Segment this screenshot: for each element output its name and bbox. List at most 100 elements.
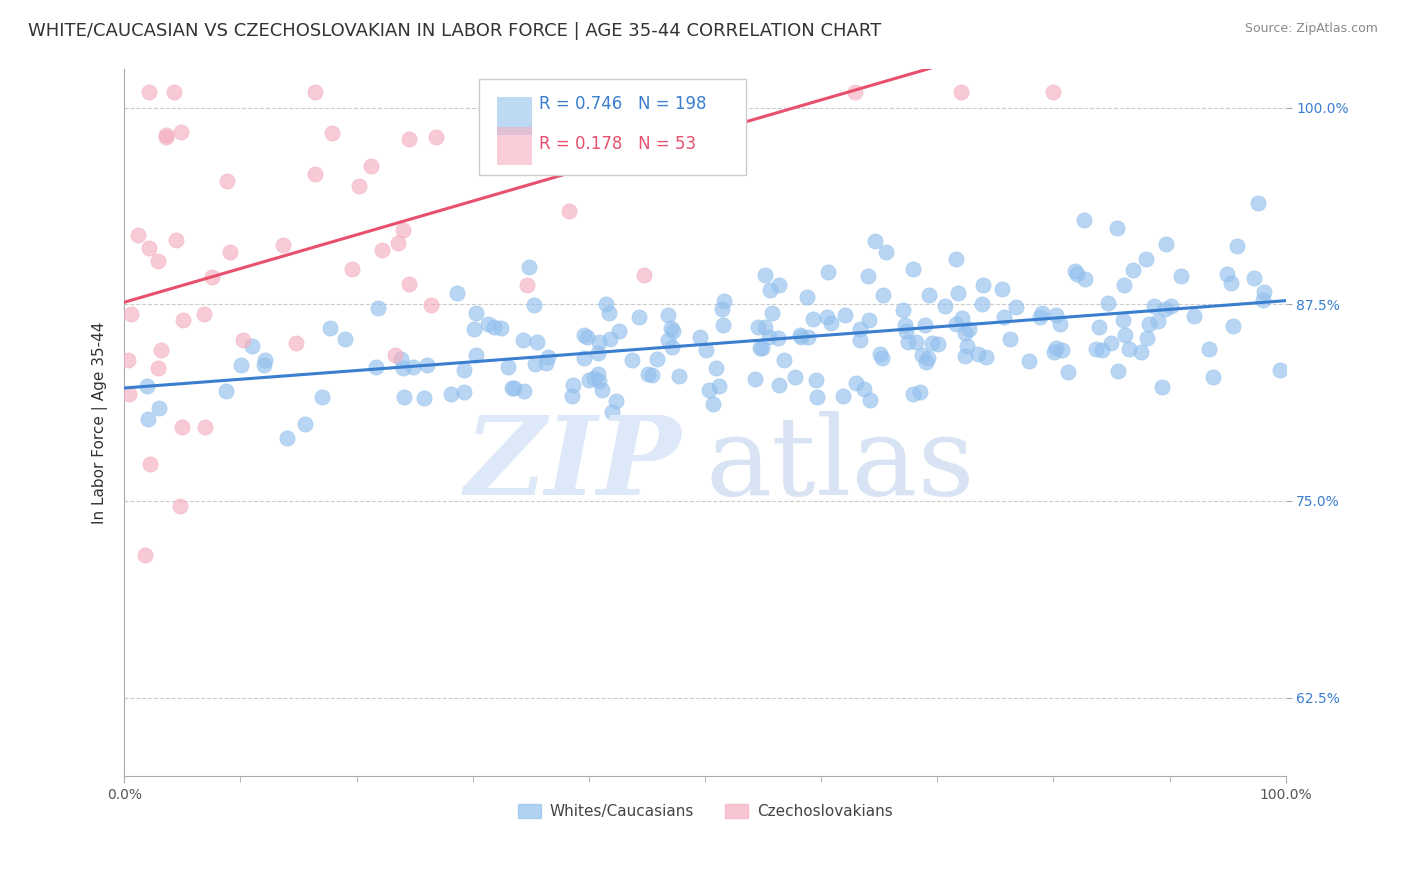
Point — [340, 261, 363, 276]
Point — [304, 85, 326, 99]
Point — [149, 343, 172, 357]
Point — [172, 313, 194, 327]
Point — [1107, 364, 1129, 378]
Point — [1156, 236, 1178, 251]
Point — [523, 357, 546, 371]
Point — [773, 353, 796, 368]
Point — [796, 330, 818, 344]
Point — [1057, 365, 1080, 379]
Point — [477, 317, 499, 331]
Point — [834, 309, 856, 323]
Point — [1201, 370, 1223, 384]
Point — [768, 377, 790, 392]
Point — [845, 376, 868, 391]
Point — [607, 324, 630, 338]
Point — [1215, 267, 1237, 281]
Point — [711, 318, 734, 333]
Point — [852, 382, 875, 396]
Point — [1143, 299, 1166, 313]
Point — [1028, 310, 1050, 325]
Point — [806, 390, 828, 404]
Point — [578, 373, 600, 387]
Point — [768, 277, 790, 292]
Point — [425, 130, 447, 145]
Point — [465, 306, 488, 320]
Point — [389, 352, 412, 367]
Point — [276, 431, 298, 445]
Point — [1222, 319, 1244, 334]
Point — [170, 125, 193, 139]
Point — [1073, 213, 1095, 227]
Point — [398, 277, 420, 292]
Point — [707, 378, 730, 392]
Point — [869, 347, 891, 361]
Point — [284, 336, 307, 351]
Point — [139, 458, 162, 472]
Point — [562, 377, 585, 392]
Point — [370, 243, 392, 257]
Point — [575, 330, 598, 344]
Point — [896, 325, 918, 339]
Point — [695, 343, 717, 358]
Point — [598, 306, 620, 320]
Point — [759, 284, 782, 298]
Point — [498, 359, 520, 374]
Point — [1135, 252, 1157, 266]
Point — [950, 310, 973, 325]
Point — [1049, 318, 1071, 332]
Point — [134, 548, 156, 562]
Point — [875, 244, 897, 259]
Text: atlas: atlas — [704, 411, 974, 518]
Point — [1064, 264, 1087, 278]
Point — [513, 384, 536, 398]
Point — [872, 287, 894, 301]
Point — [637, 368, 659, 382]
Point — [620, 353, 643, 368]
Point — [754, 268, 776, 283]
Point — [1066, 267, 1088, 281]
Point — [754, 320, 776, 334]
Point — [138, 241, 160, 255]
Point — [1170, 268, 1192, 283]
Point — [120, 307, 142, 321]
Text: ZIP: ZIP — [465, 411, 682, 518]
Point — [934, 299, 956, 313]
Point — [758, 329, 780, 343]
Point — [1268, 363, 1291, 377]
Point — [945, 252, 967, 266]
Point — [453, 363, 475, 377]
Point — [967, 347, 990, 361]
Point — [148, 254, 170, 268]
Point — [970, 296, 993, 310]
Point — [1182, 309, 1205, 323]
Point — [321, 126, 343, 140]
Point — [744, 372, 766, 386]
Point — [917, 351, 939, 365]
Point — [600, 405, 623, 419]
Point — [766, 331, 789, 345]
Point — [724, 85, 747, 99]
Point — [169, 499, 191, 513]
Point — [1152, 380, 1174, 394]
Point — [957, 322, 980, 336]
Point — [859, 392, 882, 407]
Point — [1091, 343, 1114, 357]
Point — [489, 320, 512, 334]
Point — [463, 322, 485, 336]
Point — [588, 345, 610, 359]
Point — [953, 326, 976, 341]
Point — [865, 234, 887, 248]
Point — [856, 269, 879, 284]
Point — [702, 397, 724, 411]
Point — [1111, 312, 1133, 326]
Point — [1122, 263, 1144, 277]
Point — [903, 262, 925, 277]
Point — [155, 128, 177, 142]
Point — [901, 387, 924, 401]
Point — [657, 333, 679, 347]
Point — [910, 385, 932, 400]
Point — [482, 319, 505, 334]
FancyBboxPatch shape — [498, 128, 531, 164]
Point — [127, 227, 149, 242]
Point — [253, 359, 276, 373]
